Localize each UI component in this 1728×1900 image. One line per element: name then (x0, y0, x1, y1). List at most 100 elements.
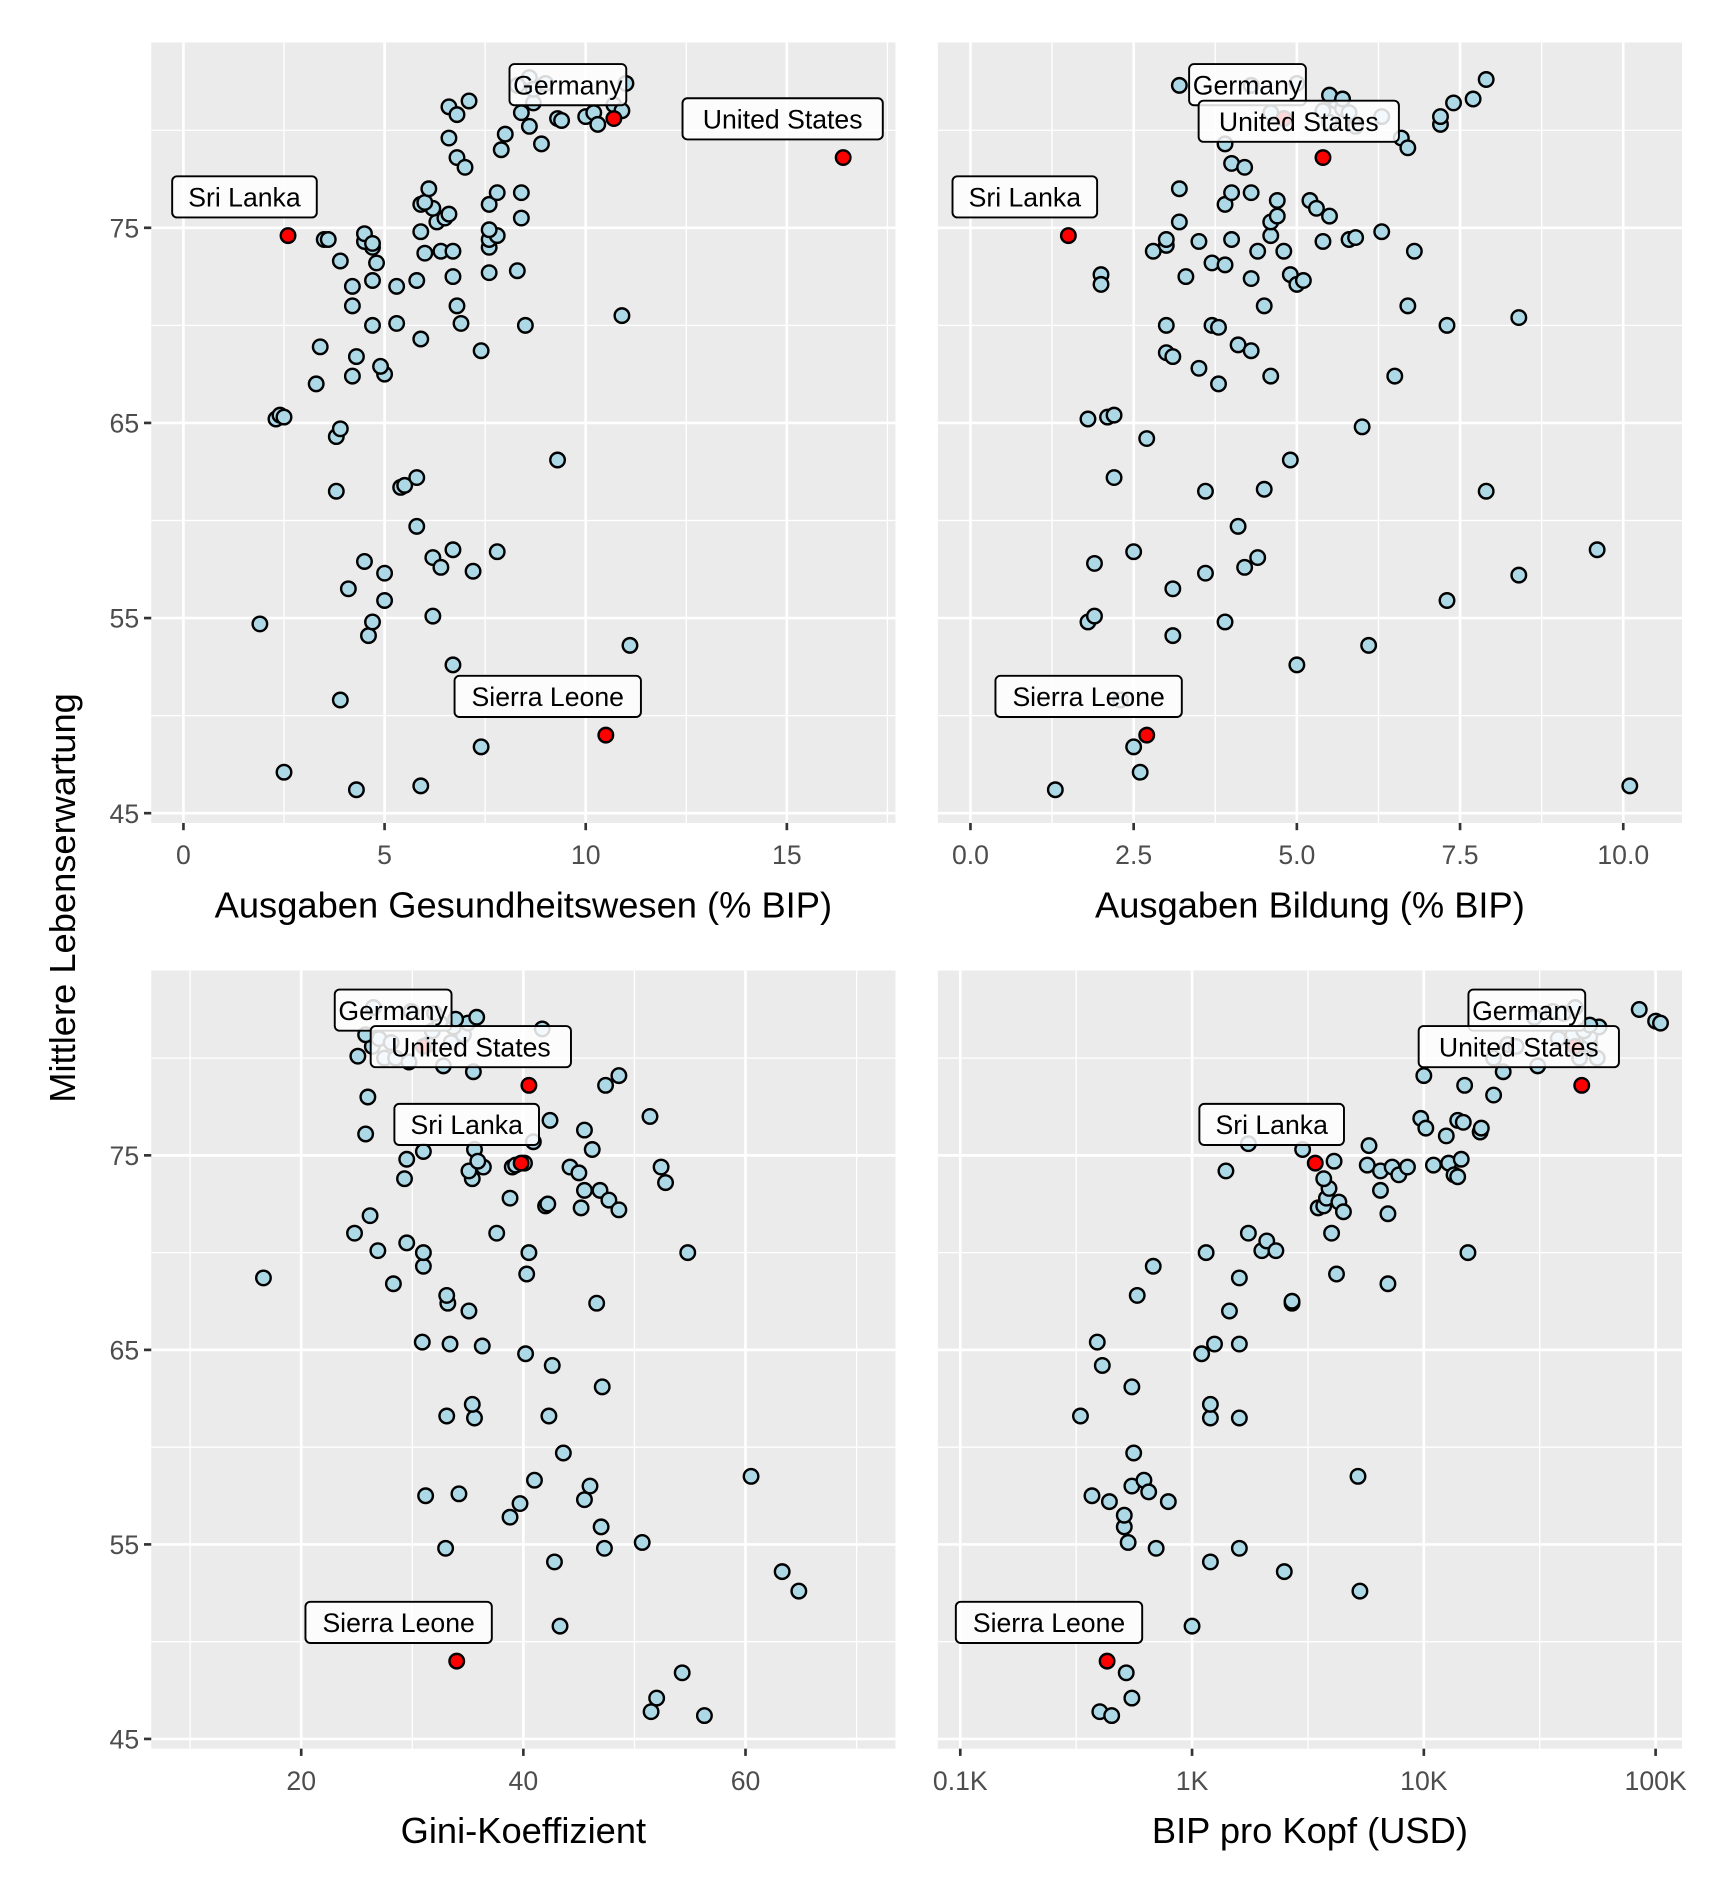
data-point (1249, 242, 1267, 260)
data-point (679, 1244, 697, 1262)
data-point (1477, 482, 1495, 500)
panels: 45 55 65 75 0 5 10 15 Ausgaben Gesundheitswesen … (110, 42, 1687, 1851)
country-label-text: United States (1219, 107, 1379, 137)
data-point (473, 1337, 491, 1355)
data-point (1236, 158, 1254, 176)
data-point (1323, 1224, 1341, 1242)
data-point (575, 1121, 593, 1139)
country-label-box (304, 1600, 493, 1644)
data-point (444, 541, 462, 559)
highlight-point (1573, 1076, 1591, 1094)
data-point (1170, 76, 1188, 94)
data-point (1125, 543, 1143, 561)
panel-gdp: 0.1K 1K 10K 100K BIP pro Kopf (USD) Germany Un… (933, 970, 1687, 1851)
data-point (460, 1302, 478, 1320)
data-point (408, 517, 426, 535)
highlight-point (834, 149, 852, 167)
highlight-point (597, 726, 615, 744)
data-point (251, 615, 269, 633)
data-point (1230, 1269, 1248, 1287)
data-point (543, 1356, 561, 1374)
data-point (1230, 1539, 1248, 1557)
data-point (525, 1471, 543, 1489)
data-point (441, 1335, 459, 1353)
data-point (254, 1269, 272, 1287)
data-point (1288, 656, 1306, 674)
data-point (613, 307, 631, 325)
data-point (355, 553, 373, 570)
data-point (1445, 94, 1463, 112)
data-point (416, 193, 434, 211)
data-point (361, 1207, 379, 1225)
data-point (1255, 480, 1273, 498)
data-point (549, 451, 567, 469)
x-tick-label: 60 (731, 1766, 761, 1796)
country-label-text: Sierra Leone (322, 1608, 474, 1638)
data-point (1164, 348, 1182, 366)
data-point (1086, 607, 1103, 625)
country-label-box (994, 674, 1183, 718)
data-point (790, 1582, 808, 1600)
data-point (1315, 1170, 1333, 1188)
data-point (412, 223, 430, 241)
country-label: United States (1197, 99, 1400, 143)
highlight-point (279, 227, 297, 245)
data-point (1347, 229, 1365, 247)
data-point (570, 1164, 588, 1182)
country-label-box (1417, 1025, 1620, 1069)
x-axis-title: Ausgaben Gesundheitswesen (% BIP) (215, 884, 832, 925)
data-point (1236, 558, 1254, 576)
data-point (1588, 541, 1606, 559)
country-label-text: Sri Lanka (410, 1110, 523, 1140)
highlight-point (1306, 1154, 1324, 1172)
data-point (1268, 207, 1286, 225)
data-point (414, 1244, 432, 1262)
data-point (575, 1181, 593, 1199)
data-point (1105, 469, 1123, 487)
data-point (347, 781, 365, 799)
data-point (480, 195, 498, 213)
data-point (466, 1409, 483, 1427)
data-point (412, 777, 430, 795)
data-point (438, 1407, 456, 1425)
country-label: United States (1417, 1025, 1620, 1069)
country-label-text: Germany (1472, 996, 1582, 1026)
data-point (331, 252, 349, 270)
data-point (1140, 1483, 1158, 1501)
country-label-text: Sri Lanka (969, 183, 1082, 213)
data-point (554, 1444, 572, 1462)
data-point (1262, 227, 1280, 245)
data-point (456, 158, 474, 176)
country-label-box (369, 1025, 572, 1069)
data-point (1307, 199, 1325, 217)
data-point (1086, 554, 1103, 572)
highlight-point (605, 110, 623, 128)
data-point (1405, 242, 1423, 260)
data-point (1164, 627, 1182, 645)
x-tick-label: 10.0 (1597, 840, 1649, 870)
data-point (1046, 781, 1064, 799)
data-point (416, 244, 434, 262)
country-label-text: Sierra Leone (472, 682, 624, 712)
data-point (641, 1107, 659, 1125)
data-point (1239, 1224, 1257, 1242)
data-point (432, 558, 450, 576)
data-point (1399, 139, 1417, 157)
data-point (1349, 1467, 1367, 1485)
country-label-text: United States (703, 105, 863, 135)
data-point (414, 1143, 432, 1160)
data-point (1353, 418, 1371, 436)
data-point (1268, 192, 1286, 209)
country-label-box (951, 175, 1099, 219)
data-point (327, 482, 345, 500)
data-point (408, 272, 426, 289)
data-point (1196, 564, 1214, 582)
data-point (448, 297, 466, 315)
data-point (1255, 297, 1273, 315)
x-tick-label: 1K (1176, 1766, 1209, 1796)
country-label-text: United States (1439, 1032, 1599, 1062)
data-point (1123, 1378, 1141, 1396)
country-label: Sri Lanka (171, 175, 318, 219)
data-point (1144, 1257, 1162, 1275)
data-point (1201, 1395, 1219, 1413)
